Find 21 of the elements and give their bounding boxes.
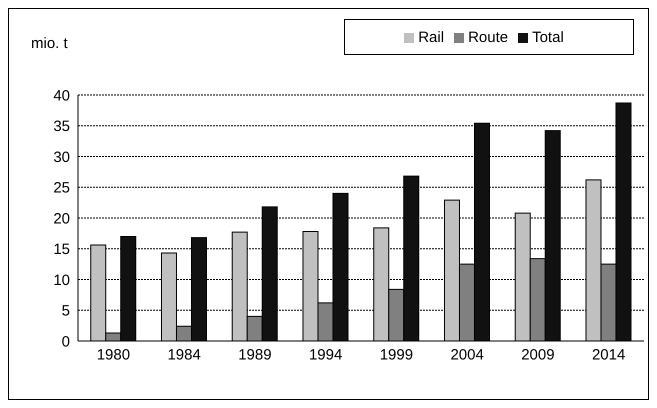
x-tick-label: 2004 xyxy=(450,346,484,364)
x-tick-label: 1999 xyxy=(380,346,414,364)
legend-label: Route xyxy=(468,28,508,46)
y-tick-label: 15 xyxy=(53,241,70,258)
y-tick-label: 10 xyxy=(53,272,70,289)
x-tick-label: 1980 xyxy=(96,346,130,364)
x-tick-label: 2009 xyxy=(521,346,555,364)
legend-label: Rail xyxy=(418,28,444,46)
y-tick-label: 40 xyxy=(53,87,70,104)
y-tick-label: 30 xyxy=(53,148,70,166)
x-tick-label: 2014 xyxy=(592,346,626,364)
x-tick-label: 1984 xyxy=(167,346,201,364)
y-tick-label: 0 xyxy=(62,333,70,350)
y-tick-label: 5 xyxy=(62,302,70,320)
y-tick-label: 20 xyxy=(53,210,70,228)
y-axis-title: mio. t xyxy=(31,35,68,52)
x-tick-label: 1994 xyxy=(308,346,342,364)
y-tick-label: 25 xyxy=(53,180,70,197)
x-tick-label: 1989 xyxy=(238,346,272,364)
y-tick-label: 35 xyxy=(53,118,70,136)
legend-label: Total xyxy=(532,28,564,46)
